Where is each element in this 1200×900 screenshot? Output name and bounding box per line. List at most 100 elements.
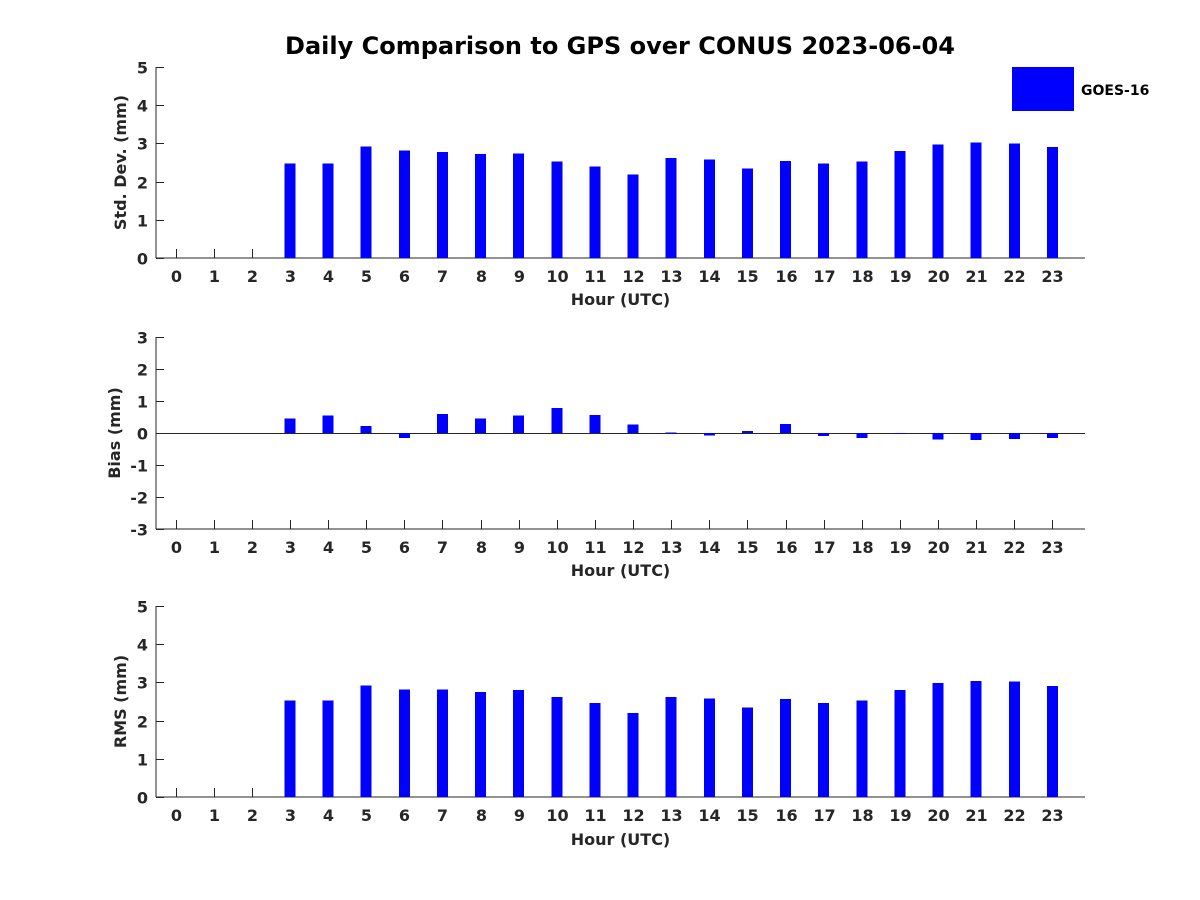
y-tick-label: 3 [137,329,148,348]
bar-hour-9 [513,415,525,433]
x-tick-label: 2 [247,538,258,557]
bar-hour-15 [741,707,753,797]
x-tick-label: 1 [209,806,220,825]
y-tick-label: 1 [137,393,148,412]
y-tick-label: 5 [137,59,148,78]
x-tick-label: 3 [285,806,296,825]
y-axis-label: Bias (mm) [105,387,124,479]
bar-hour-16 [780,160,792,258]
bar-hour-21 [970,680,982,797]
bar-hour-10 [551,696,563,797]
x-tick-label: 17 [813,806,835,825]
x-tick-label: 7 [437,806,448,825]
x-tick-label: 21 [965,538,987,557]
bar-hour-7 [436,413,448,433]
x-tick-label: 12 [622,806,644,825]
x-tick-label: 21 [965,267,987,286]
x-axis-label: Hour (UTC) [571,561,671,580]
bar-hour-14 [703,433,715,436]
x-tick-label: 22 [1003,538,1025,557]
bar-hour-12 [627,712,639,797]
y-tick-label: 2 [137,361,148,380]
bar-hour-18 [856,433,868,438]
x-tick-label: 4 [323,267,334,286]
bar-hour-10 [551,161,563,258]
bar-hour-17 [818,703,830,797]
bar-hour-8 [475,418,487,433]
bar-hour-6 [398,150,410,258]
y-tick-label: -3 [130,521,148,540]
bar-hour-20 [932,683,944,797]
bar-hour-21 [970,433,982,441]
x-tick-label: 10 [546,267,568,286]
bar-hour-5 [360,425,372,433]
x-tick-label: 11 [584,538,606,557]
y-tick-label: 4 [137,636,148,655]
x-tick-label: 14 [698,538,720,557]
x-tick-label: 20 [927,806,949,825]
x-tick-label: 13 [660,806,682,825]
x-tick-label: 5 [361,267,372,286]
x-tick-label: 11 [584,806,606,825]
x-tick-label: 22 [1003,267,1025,286]
bar-hour-20 [932,433,944,440]
bar-hour-16 [780,424,792,433]
y-tick-label: 2 [137,174,148,193]
bar-hour-11 [589,166,601,258]
bar-hour-4 [322,415,334,433]
bar-hour-10 [551,408,563,433]
x-tick-label: 19 [889,538,911,557]
bar-hour-4 [322,700,334,797]
bar-hour-22 [1008,681,1020,797]
figure-title: Daily Comparison to GPS over CONUS 2023-… [285,32,955,60]
bar-hour-19 [894,433,906,434]
x-tick-label: 1 [209,538,220,557]
y-tick-label: 1 [137,212,148,231]
bar-hour-19 [894,151,906,258]
x-tick-label: 5 [361,538,372,557]
x-tick-label: 20 [927,538,949,557]
x-tick-label: 18 [851,806,873,825]
x-tick-label: 16 [775,806,797,825]
x-tick-label: 4 [323,538,334,557]
y-tick-label: 0 [137,425,148,444]
y-tick-label: 4 [137,97,148,116]
bar-hour-22 [1008,433,1020,439]
bar-hour-12 [627,174,639,258]
legend-label-goes16: GOES-16 [1081,83,1149,99]
x-tick-label: 10 [546,538,568,557]
y-tick-label: 3 [137,674,148,693]
x-tick-label: 7 [437,267,448,286]
bar-hour-11 [589,414,601,433]
bar-hour-5 [360,146,372,258]
bar-hour-15 [741,168,753,258]
bar-hour-6 [398,689,410,797]
bar-hour-17 [818,433,830,437]
x-tick-label: 3 [285,267,296,286]
bar-hour-8 [475,154,487,258]
x-tick-label: 8 [476,267,487,286]
x-tick-label: 4 [323,806,334,825]
bar-hour-3 [284,163,296,258]
y-axis-label: Std. Dev. (mm) [111,95,130,230]
x-tick-label: 15 [736,267,758,286]
x-tick-label: 9 [514,267,525,286]
bar-hour-13 [665,696,677,797]
bar-hour-18 [856,161,868,258]
x-tick-label: 3 [285,538,296,557]
y-tick-label: -2 [130,489,148,508]
bar-hour-8 [475,691,487,797]
bar-hour-22 [1008,143,1020,258]
legend: GOES-16 [1012,67,1149,111]
x-tick-label: 11 [584,267,606,286]
bar-hour-7 [436,689,448,797]
y-tick-label: 0 [137,250,148,269]
bar-hour-13 [665,432,677,434]
x-tick-label: 21 [965,806,987,825]
bar-hour-15 [741,430,753,433]
legend-swatch-goes16 [1012,67,1074,111]
